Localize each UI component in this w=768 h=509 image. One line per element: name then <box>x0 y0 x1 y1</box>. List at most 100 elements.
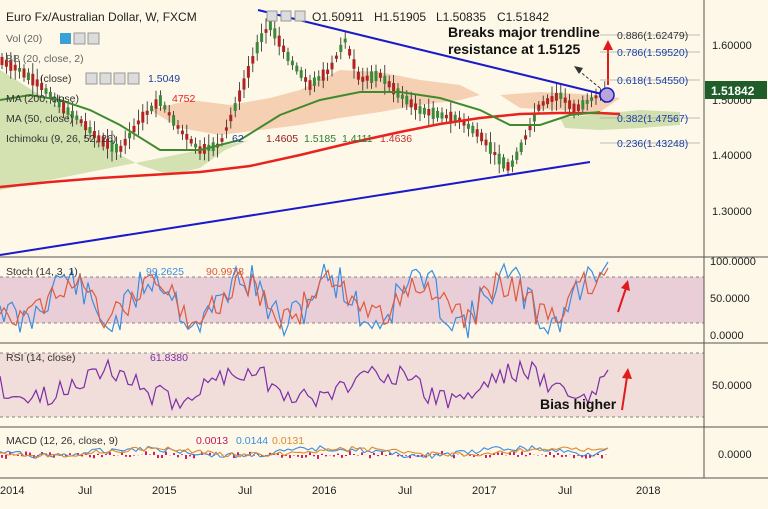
macd-bar <box>145 451 147 455</box>
candle-body <box>282 46 285 52</box>
fib-level-label: 0.786(1.59520) <box>617 47 688 59</box>
candle-body <box>185 134 188 140</box>
macd-bar <box>497 452 499 455</box>
fib-level-label: 0.886(1.62479) <box>617 30 688 42</box>
time-tick: Jul <box>78 485 92 497</box>
candle-body <box>119 146 122 152</box>
candle-body <box>379 73 382 78</box>
candle-body <box>348 49 351 56</box>
macd-bar <box>237 452 239 455</box>
candle-body <box>410 99 413 107</box>
candle-body <box>300 70 303 78</box>
right-axis-bg[interactable] <box>704 0 768 478</box>
macd-bar <box>549 452 551 455</box>
macd-bar <box>113 455 115 456</box>
macd-bar <box>517 455 519 457</box>
symbol-title: Euro Fx/Australian Dollar, W, FXCM <box>6 10 197 24</box>
candle-body <box>326 70 329 74</box>
candle-body <box>27 73 30 80</box>
macd-bar <box>153 452 155 455</box>
vol-label: Vol (20) <box>6 33 42 45</box>
candle-body <box>441 112 444 118</box>
macd-bar <box>361 452 363 455</box>
candle-body <box>436 111 439 118</box>
macd-bar <box>5 455 7 459</box>
candle-body <box>388 81 391 87</box>
macd-bar <box>25 452 27 455</box>
indicator-button[interactable] <box>74 33 85 44</box>
candle-body <box>295 66 298 72</box>
macd-bar <box>489 455 491 457</box>
indicator-button[interactable] <box>114 73 125 84</box>
macd-bar <box>557 453 559 455</box>
candle-body <box>238 90 241 101</box>
ohlc-open: O1.50911 <box>312 10 364 24</box>
candle-body <box>542 101 545 105</box>
candle-body <box>155 99 158 108</box>
macd-bar <box>149 454 151 455</box>
candle-body <box>115 144 118 153</box>
macd-bar <box>521 452 523 455</box>
stoch-value: 99.2625 <box>146 266 184 278</box>
header-button[interactable] <box>267 11 277 21</box>
ichimoku-value: 62 <box>232 133 244 145</box>
candle-body <box>502 157 505 168</box>
candle-body <box>190 139 193 143</box>
indicator-button[interactable] <box>88 33 99 44</box>
candle-body <box>18 68 21 72</box>
candle-body <box>498 154 501 165</box>
candle-body <box>383 76 386 84</box>
candle-body <box>524 135 527 139</box>
candle-body <box>36 79 39 86</box>
macd-value: 0.0131 <box>272 435 304 447</box>
candle-body <box>445 115 448 118</box>
candle-body <box>586 100 589 104</box>
price-tick: 1.30000 <box>712 206 752 218</box>
time-tick: 2015 <box>152 485 176 497</box>
candle-body <box>234 103 237 111</box>
candle-body <box>291 61 294 66</box>
macd-bar <box>353 454 355 455</box>
indicator-button[interactable] <box>100 73 111 84</box>
candle-body <box>159 95 162 106</box>
macd-bar <box>165 452 167 455</box>
candle-body <box>331 63 334 70</box>
macd-bar <box>161 455 163 458</box>
candle-body <box>287 52 290 61</box>
candle-body <box>278 36 281 47</box>
candle-body <box>146 111 149 115</box>
candle-body <box>581 100 584 109</box>
macd-bar <box>345 455 347 456</box>
header-button[interactable] <box>295 11 305 21</box>
candle-body <box>414 103 417 110</box>
price-tick: 1.60000 <box>712 40 752 52</box>
sma-label: (close) <box>40 73 72 85</box>
time-tick: 2018 <box>636 485 660 497</box>
candle-body <box>309 80 312 90</box>
candle-body <box>564 98 567 103</box>
header-button[interactable] <box>281 11 291 21</box>
stoch-value: 90.9978 <box>206 266 244 278</box>
indicator-settings-button[interactable] <box>60 33 71 44</box>
macd-bar <box>469 455 471 456</box>
macd-bar <box>341 455 343 458</box>
macd-value: 0.0144 <box>236 435 268 447</box>
candle-body <box>507 162 510 171</box>
candle-body <box>221 138 224 142</box>
stoch-band <box>0 277 704 323</box>
macd-bar <box>545 455 547 457</box>
ichimoku-value: 1.4636 <box>380 133 412 145</box>
breakout-annotation: Breaks major trendline <box>448 24 600 40</box>
candle-body <box>141 112 144 123</box>
indicator-button[interactable] <box>86 73 97 84</box>
macd-bar <box>369 455 371 458</box>
candle-body <box>485 140 488 146</box>
macd-bar <box>525 455 527 456</box>
time-tick: 2017 <box>472 485 496 497</box>
indicator-button[interactable] <box>128 73 139 84</box>
candle-body <box>256 42 259 53</box>
macd-bar <box>565 455 567 457</box>
candle-body <box>511 161 514 167</box>
candle-body <box>317 76 320 81</box>
